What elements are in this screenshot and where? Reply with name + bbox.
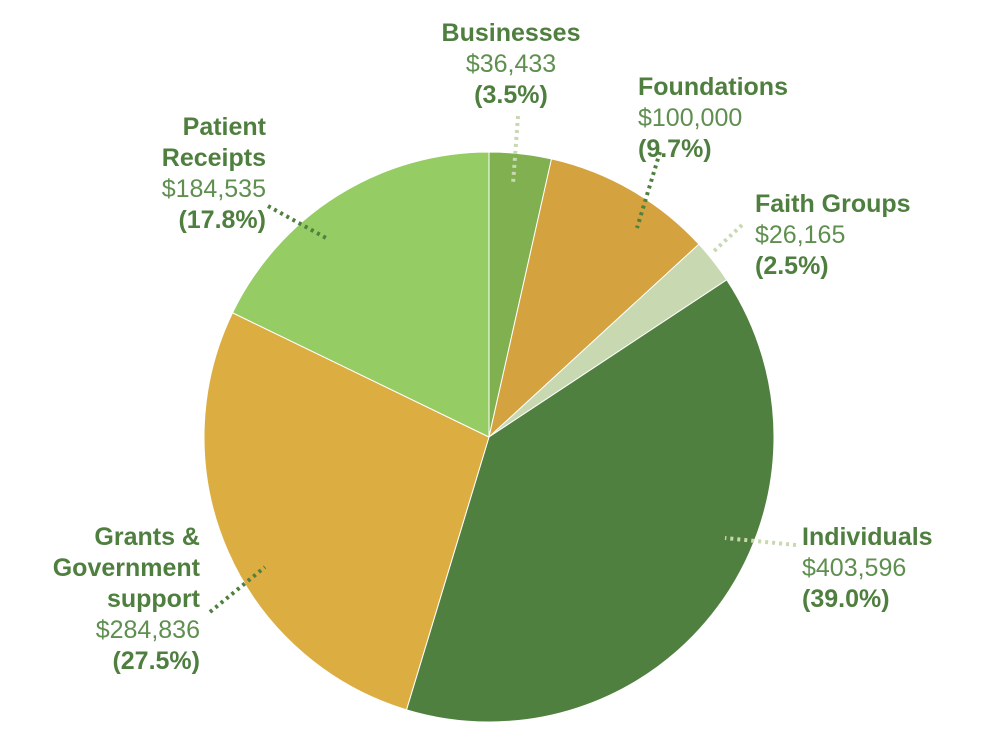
slice-label-percent: (2.5%)	[755, 252, 829, 280]
slice-label-percent: (3.5%)	[474, 81, 548, 109]
slice-label-name: Government	[53, 554, 201, 582]
slice-label-name: Individuals	[802, 523, 933, 551]
leader-line-0	[511, 115, 520, 185]
pie-slice-3	[405, 279, 775, 723]
slice-label-amount: $284,836	[96, 616, 200, 644]
pie-slice-1	[488, 158, 700, 439]
slice-label-name: Receipts	[162, 144, 266, 172]
slice-label-name: Faith Groups	[755, 190, 911, 218]
slice-label-percent: (39.0%)	[802, 585, 890, 613]
slice-label-name: Foundations	[638, 73, 788, 101]
slice-label-amount: $36,433	[466, 50, 556, 78]
leader-line-3	[724, 536, 797, 547]
slice-label-amount: $184,535	[162, 175, 266, 203]
slice-label-amount: $403,596	[802, 554, 906, 582]
pie-slice-5	[231, 151, 490, 438]
leader-line-2	[710, 223, 744, 255]
leader-line-4	[208, 565, 267, 614]
slice-label-percent: (9.7%)	[638, 135, 712, 163]
slice-label-percent: (27.5%)	[112, 647, 200, 675]
slice-label-name: Businesses	[442, 19, 581, 47]
slice-label-percent: (17.8%)	[178, 206, 266, 234]
slice-label-name: Patient	[183, 113, 267, 141]
slice-label-name: support	[107, 585, 201, 613]
slice-label-name: Grants &	[94, 523, 200, 551]
slice-label-amount: $100,000	[638, 104, 742, 132]
pie-slice-4	[203, 312, 490, 711]
slice-label-amount: $26,165	[755, 221, 845, 249]
